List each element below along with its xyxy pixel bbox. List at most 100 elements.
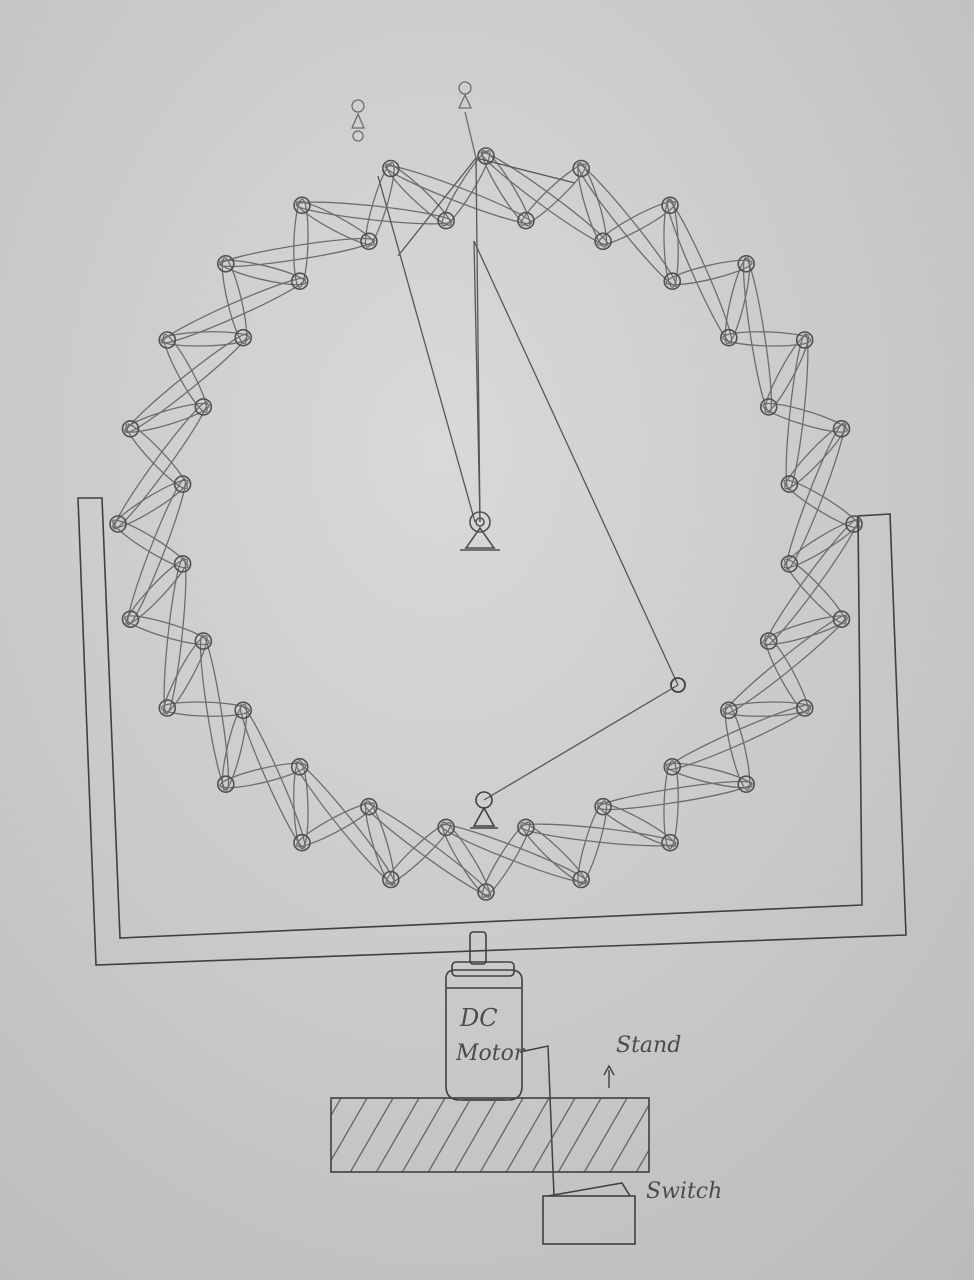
linkage-bar-66 xyxy=(295,200,375,246)
joint-outer-4 xyxy=(795,331,814,349)
joint-inner-20 xyxy=(234,328,252,347)
linkage-bar-17 xyxy=(785,422,846,571)
linkage-bar-2 xyxy=(480,151,609,246)
joint-inner-4 xyxy=(759,398,778,416)
linkage-bar-63 xyxy=(219,259,307,286)
linkage-bar-14 xyxy=(785,333,809,491)
linkage-bar-57 xyxy=(124,402,210,433)
linkage-bar-50 xyxy=(163,557,187,715)
linkage-bar-32 xyxy=(519,823,677,847)
joint-outer-10 xyxy=(661,833,679,852)
joint-outer-14 xyxy=(293,833,311,852)
motor-label-line1: DC xyxy=(459,1004,498,1032)
joint-inner-3 xyxy=(719,328,738,347)
joint-inner-19 xyxy=(194,398,213,416)
linkage-bar-21 xyxy=(762,615,848,646)
joint-outer-2 xyxy=(661,196,679,215)
top-left-pivot xyxy=(351,99,365,142)
linkage-bar-41 xyxy=(295,761,396,885)
joint-outer-0 xyxy=(477,147,495,165)
bottom-ground-pivot xyxy=(470,791,498,829)
linkage-bar-38 xyxy=(363,802,492,897)
joint-outer-9 xyxy=(737,775,756,794)
linkage-bar-71 xyxy=(384,164,533,225)
joint-outer-7 xyxy=(832,610,851,629)
linkage-bar-11 xyxy=(742,257,773,414)
joint-inner-12 xyxy=(437,818,455,837)
linkage-bar-0 xyxy=(481,150,531,227)
joint-outer-12 xyxy=(477,883,495,901)
linkage-bar-24 xyxy=(722,701,812,717)
linkage-bar-56 xyxy=(113,401,208,530)
linkage-bar-9 xyxy=(724,257,751,345)
joint-inner-22 xyxy=(360,232,378,251)
linkage-bar-42 xyxy=(293,760,309,850)
linkage-bar-15 xyxy=(784,423,847,490)
joint-outer-21 xyxy=(217,254,235,273)
joint-inner-23 xyxy=(437,211,455,230)
linkage-bar-36 xyxy=(441,821,491,898)
joint-inner-8 xyxy=(719,701,738,720)
linkage-bar-29 xyxy=(596,780,753,811)
motor-shaft xyxy=(469,931,487,965)
joint-inner-6 xyxy=(780,555,799,573)
linkage-joints xyxy=(109,147,863,901)
switch xyxy=(542,1182,636,1245)
joint-inner-1 xyxy=(594,232,612,251)
joint-inner-15 xyxy=(234,701,252,720)
linkage-bar-18 xyxy=(783,519,860,569)
motor-label-line2: Motor xyxy=(455,1041,526,1066)
joint-outer-17 xyxy=(121,610,140,629)
linkage-bar-6 xyxy=(663,198,679,288)
stand-arrow xyxy=(603,1064,615,1088)
joint-outer-15 xyxy=(217,775,235,794)
joint-inner-21 xyxy=(290,272,309,291)
drive-links xyxy=(377,157,679,801)
linkage-bar-48 xyxy=(162,635,208,715)
joint-inner-7 xyxy=(759,632,778,650)
joint-outer-3 xyxy=(737,254,756,273)
u-frame xyxy=(77,497,907,966)
linkage-bar-59 xyxy=(125,333,249,434)
linkage-bar-33 xyxy=(520,822,587,885)
joint-outer-8 xyxy=(795,699,814,717)
center-ground-pivot xyxy=(460,511,500,551)
linkage-bar-60 xyxy=(160,331,250,347)
stand xyxy=(330,1097,650,1173)
joint-outer-20 xyxy=(158,331,177,349)
linkage-bar-47 xyxy=(199,634,230,791)
joint-outer-5 xyxy=(832,419,851,438)
joint-outer-22 xyxy=(293,196,311,215)
linkage-bar-44 xyxy=(239,704,306,849)
joint-inner-11 xyxy=(517,818,535,837)
linkage-bar-35 xyxy=(439,823,588,884)
joint-outer-6 xyxy=(845,515,863,533)
linkage-bar-23 xyxy=(723,614,847,715)
linkage-bar-69 xyxy=(385,163,452,226)
joint-outer-1 xyxy=(572,159,591,178)
joint-outer-18 xyxy=(109,515,127,533)
joint-inner-17 xyxy=(173,555,192,573)
joint-outer-16 xyxy=(158,699,177,717)
joint-outer-11 xyxy=(572,870,591,889)
linkage-bar-3 xyxy=(577,162,608,248)
joint-inner-16 xyxy=(194,632,213,650)
scissor-linkage-ring xyxy=(112,150,860,898)
joint-outer-19 xyxy=(121,419,140,438)
linkage-bar-30 xyxy=(597,802,677,848)
joint-inner-13 xyxy=(360,797,378,816)
joint-inner-2 xyxy=(663,272,682,291)
linkage-bar-5 xyxy=(576,163,677,287)
joint-inner-0 xyxy=(517,211,535,230)
stand-label: Stand xyxy=(616,1033,681,1058)
linkage-bar-62 xyxy=(161,277,306,344)
switch-label: Switch xyxy=(646,1179,722,1204)
linkage-bar-68 xyxy=(295,201,453,225)
linkage-bar-53 xyxy=(126,477,187,626)
joint-inner-5 xyxy=(780,475,799,493)
linkage-bar-51 xyxy=(125,558,188,625)
linkage-bar-65 xyxy=(219,237,376,268)
linkage-bar-8 xyxy=(666,199,733,344)
